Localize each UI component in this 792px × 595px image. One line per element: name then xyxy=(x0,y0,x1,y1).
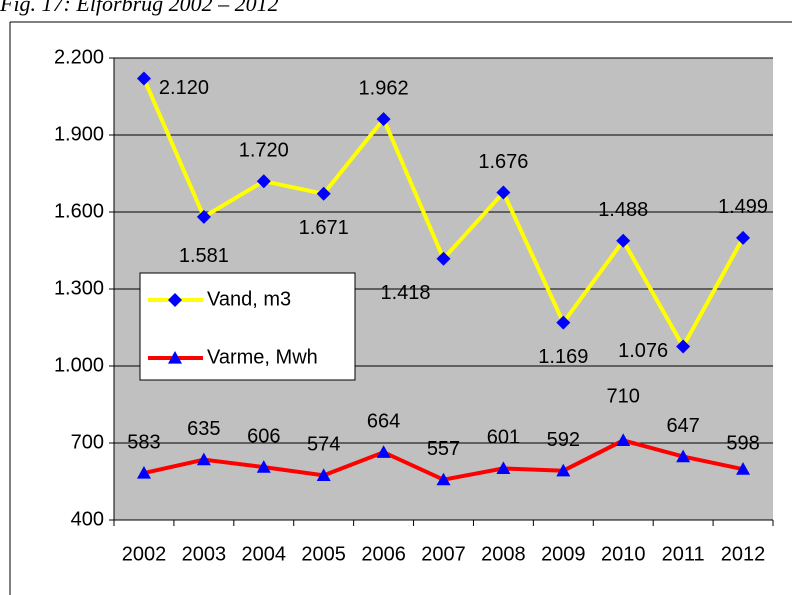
y-tick-label: 2.200 xyxy=(54,46,104,68)
x-tick-label: 2009 xyxy=(541,543,586,565)
marker xyxy=(168,351,182,364)
x-tick-label: 2012 xyxy=(721,543,766,565)
y-tick-label: 1.600 xyxy=(54,200,104,222)
x-tick-label: 2008 xyxy=(481,543,526,565)
data-label: 1.418 xyxy=(380,282,430,304)
data-label: 601 xyxy=(487,427,520,449)
data-label: 598 xyxy=(726,432,759,454)
marker xyxy=(136,466,151,479)
y-tick-label: 1.000 xyxy=(54,354,104,376)
marker xyxy=(196,452,211,466)
marker xyxy=(496,185,511,200)
y-tick-label: 700 xyxy=(71,431,104,453)
x-tick-label: 2005 xyxy=(301,543,346,565)
marker xyxy=(736,462,751,475)
marker xyxy=(736,230,751,245)
data-label: 1.671 xyxy=(299,217,349,239)
data-label: 710 xyxy=(607,386,640,408)
data-label: 1.076 xyxy=(618,340,668,362)
marker xyxy=(616,233,631,248)
data-label: 664 xyxy=(367,411,400,433)
marker xyxy=(376,445,391,458)
legend-label: Varme, Mwh xyxy=(207,346,318,368)
data-label: 574 xyxy=(307,434,340,456)
marker xyxy=(256,460,271,473)
y-tick-label: 400 xyxy=(71,508,104,530)
marker xyxy=(196,209,211,224)
marker xyxy=(496,461,511,475)
x-tick-label: 2011 xyxy=(662,543,705,565)
marker xyxy=(676,449,691,463)
data-label: 592 xyxy=(547,429,580,451)
marker xyxy=(436,251,451,266)
data-label: 1.488 xyxy=(598,199,648,221)
data-label: 635 xyxy=(187,418,220,440)
x-tick-label: 2007 xyxy=(421,543,466,565)
x-tick-label: 2003 xyxy=(182,543,227,565)
marker xyxy=(556,463,571,477)
marker xyxy=(616,433,631,447)
marker xyxy=(136,71,151,86)
data-label: 1.169 xyxy=(538,346,588,368)
data-label: 1.676 xyxy=(478,151,528,173)
marker xyxy=(676,339,691,354)
x-tick-label: 2002 xyxy=(122,543,167,565)
legend-label: Vand, m3 xyxy=(207,288,291,310)
data-label: 2.120 xyxy=(159,77,209,99)
marker xyxy=(556,315,571,330)
marker xyxy=(316,186,331,201)
x-tick-label: 2004 xyxy=(242,543,287,565)
marker xyxy=(256,174,271,189)
y-tick-label: 1.900 xyxy=(54,123,104,145)
data-label: 1.720 xyxy=(239,139,289,161)
data-label: 1.962 xyxy=(359,77,409,99)
data-label: 1.499 xyxy=(718,196,768,218)
data-label: 606 xyxy=(247,425,280,447)
marker xyxy=(316,468,331,481)
marker xyxy=(376,112,391,127)
marker xyxy=(168,293,182,307)
x-tick-label: 2010 xyxy=(601,543,646,565)
chart-title: Fig. 17: Elforbrug 2002 – 2012 xyxy=(0,0,279,16)
data-label: 647 xyxy=(666,415,699,437)
data-label: 557 xyxy=(427,438,460,460)
data-label: 583 xyxy=(127,431,160,453)
y-tick-label: 1.300 xyxy=(54,277,104,299)
data-label: 1.581 xyxy=(179,245,229,267)
marker xyxy=(436,472,451,486)
x-tick-label: 2006 xyxy=(361,543,406,565)
